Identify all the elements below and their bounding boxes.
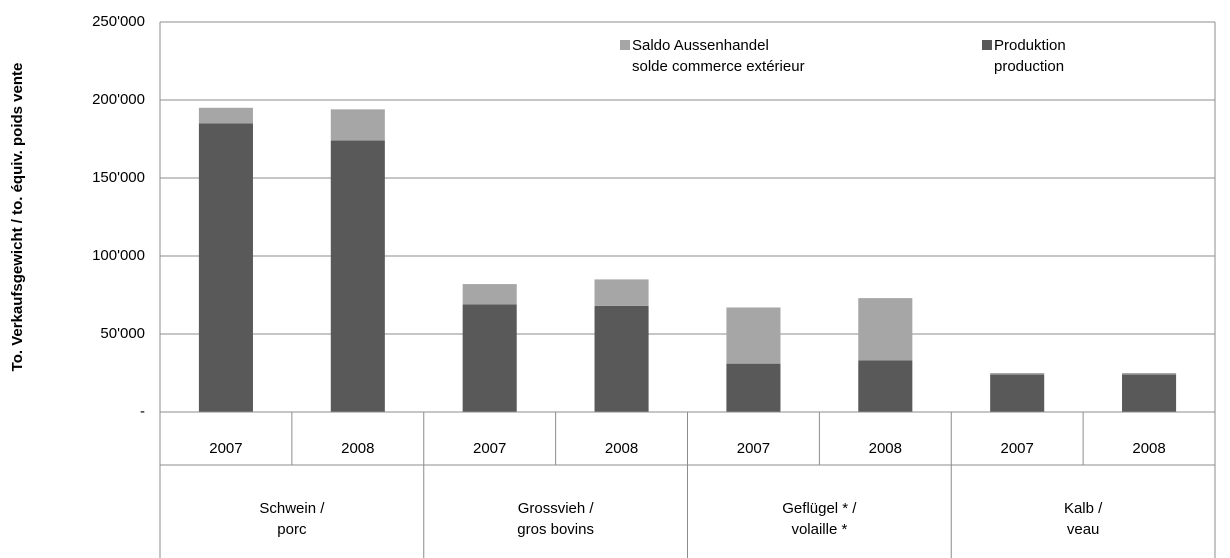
legend-label: Saldo Aussenhandel solde commerce extéri… (632, 37, 805, 75)
bar-segment (462, 304, 517, 412)
bar-segment (330, 140, 385, 412)
y-tick-label: 50'000 (100, 325, 145, 342)
x-tick-label: 2007 (1001, 440, 1034, 457)
y-axis-label: To. Verkaufsgewicht / to. équiv. poids v… (9, 63, 26, 372)
legend-swatch (982, 40, 992, 50)
bar-segment (858, 360, 913, 412)
x-tick-label: 2007 (209, 440, 242, 457)
x-tick-label: 2008 (605, 440, 638, 457)
bar-segment (462, 284, 517, 305)
x-tick-label: 2008 (869, 440, 902, 457)
bar-segment (594, 279, 649, 306)
group-label: Grossvieh / gros bovins (517, 500, 594, 538)
x-tick-label: 2007 (473, 440, 506, 457)
bar-segment (198, 123, 253, 413)
bar-segment (594, 305, 649, 412)
bar-segment (330, 109, 385, 141)
y-tick-label: 150'000 (92, 169, 145, 186)
y-tick-label: 200'000 (92, 91, 145, 108)
bar-segment (1122, 374, 1177, 412)
x-tick-label: 2008 (341, 440, 374, 457)
bar-segment (990, 373, 1045, 375)
bar-segment (858, 298, 913, 361)
bar-segment (990, 374, 1045, 412)
x-tick-label: 2007 (737, 440, 770, 457)
bar-segment (726, 363, 781, 412)
bar-segment (1122, 373, 1177, 375)
legend-swatch (620, 40, 630, 50)
y-tick-label: 250'000 (92, 13, 145, 30)
x-tick-label: 2008 (1132, 440, 1165, 457)
group-label: Schwein / porc (259, 500, 325, 538)
y-tick-label: - (140, 403, 145, 420)
group-label: Geflügel * / volaille * (782, 500, 857, 538)
y-tick-label: 100'000 (92, 247, 145, 264)
legend-label: Produktion production (994, 37, 1066, 75)
bar-segment (726, 307, 781, 364)
group-label: Kalb / veau (1063, 500, 1103, 538)
bar-segment (198, 107, 253, 124)
